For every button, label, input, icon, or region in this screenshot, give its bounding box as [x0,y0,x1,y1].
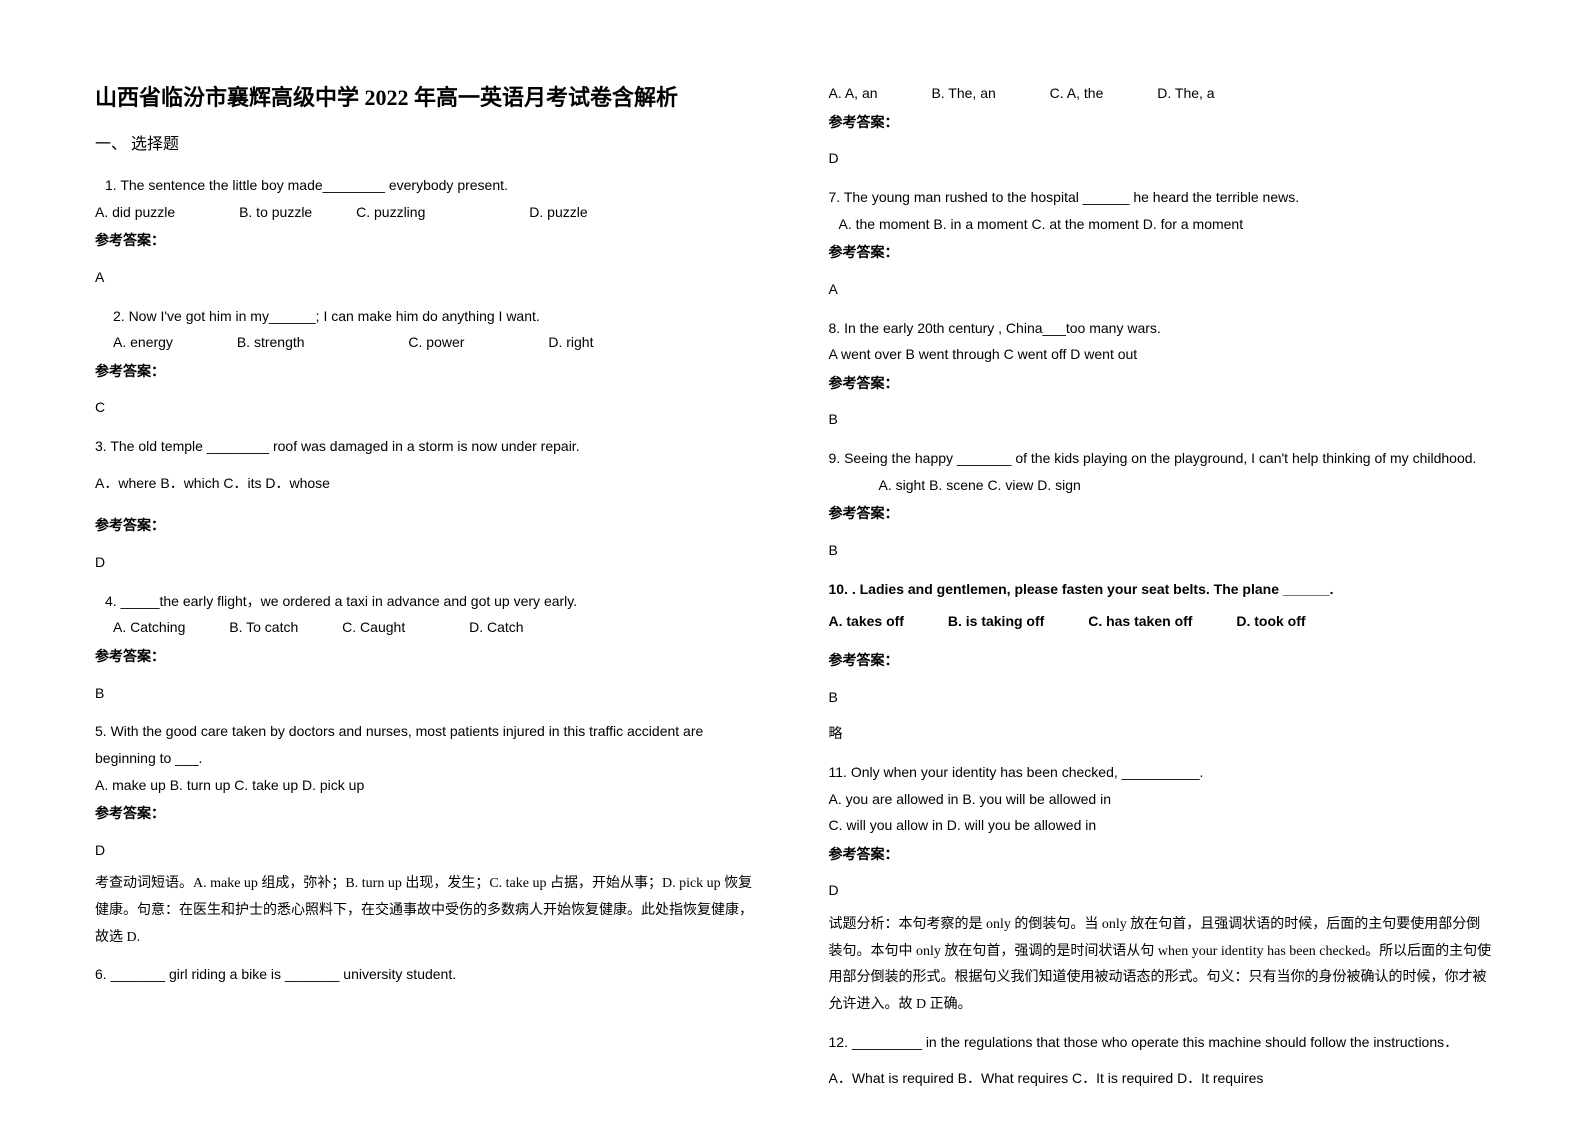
q8-options: A went over B went through C went off D … [829,341,1493,368]
q4-opt-c: C. Caught [342,614,405,641]
q1-opt-a: A. did puzzle [95,199,175,226]
q2-opt-d: D. right [548,329,593,356]
q3-answer-label: 参考答案： [95,514,759,541]
q10-note: 略 [829,718,1493,749]
q1-options: A. did puzzle B. to puzzle C. puzzling D… [95,199,759,226]
q6-text: 6. _______ girl riding a bike is _______… [95,961,759,988]
q11-line2: C. will you allow in D. will you be allo… [829,812,1493,839]
q12-text: 12. _________ in the regulations that th… [829,1029,1493,1056]
q1-text: 1. The sentence the little boy made_____… [95,172,759,199]
q2-opt-c: C. power [408,329,464,356]
q10-opt-d: D. took off [1236,608,1305,635]
q9-text: 9. Seeing the happy _______ of the kids … [829,445,1493,472]
q1-answer: A [95,262,759,293]
q6-answer: D [829,143,1493,174]
q6-opt-b: B. The, an [931,80,995,107]
q2-answer-label: 参考答案： [95,360,759,387]
q2-opt-b: B. strength [237,329,305,356]
question-9: 9. Seeing the happy _______ of the kids … [829,445,1493,566]
question-7: 7. The young man rushed to the hospital … [829,184,1493,305]
question-2: 2. Now I've got him in my______; I can m… [95,303,759,424]
question-1: 1. The sentence the little boy made_____… [95,172,759,293]
q6-options: A. A, an B. The, an C. A, the D. The, a [829,80,1493,107]
q1-answer-label: 参考答案： [95,229,759,256]
q6-opt-c: C. A, the [1050,80,1104,107]
q8-text: 8. In the early 20th century , China___t… [829,315,1493,342]
q4-text: 4. _____the early flight，we ordered a ta… [95,588,759,615]
q5-answer: D [95,835,759,866]
q8-answer-label: 参考答案： [829,372,1493,399]
q7-text: 7. The young man rushed to the hospital … [829,184,1493,211]
q4-answer-label: 参考答案： [95,645,759,672]
q5-answer-label: 参考答案： [95,802,759,829]
q11-text: 11. Only when your identity has been che… [829,759,1493,786]
question-6-cont: A. A, an B. The, an C. A, the D. The, a … [829,80,1493,174]
q10-opt-b: B. is taking off [948,608,1044,635]
q1-opt-d: D. puzzle [529,199,587,226]
question-4: 4. _____the early flight，we ordered a ta… [95,588,759,709]
q9-options: A. sight B. scene C. view D. sign [829,472,1493,499]
q2-opt-a: A. energy [113,329,173,356]
q10-answer-label: 参考答案： [829,649,1493,676]
q7-options: A. the moment B. in a moment C. at the m… [829,211,1493,238]
q10-text: 10. . Ladies and gentlemen, please faste… [829,576,1493,603]
question-5: 5. With the good care taken by doctors a… [95,718,759,951]
q10-options: A. takes off B. is taking off C. has tak… [829,608,1493,635]
q4-opt-d: D. Catch [469,614,523,641]
q7-answer-label: 参考答案： [829,241,1493,268]
question-10: 10. . Ladies and gentlemen, please faste… [829,576,1493,749]
q1-opt-b: B. to puzzle [239,199,312,226]
q5-options: A. make up B. turn up C. take up D. pick… [95,772,759,799]
q11-answer: D [829,875,1493,906]
q6-opt-d: D. The, a [1157,80,1214,107]
q1-opt-c: C. puzzling [356,199,425,226]
left-column: 山西省临汾市襄辉高级中学 2022 年高一英语月考试卷含解析 一、 选择题 1.… [95,80,759,1042]
question-6-partial: 6. _______ girl riding a bike is _______… [95,961,759,988]
q4-opt-b: B. To catch [229,614,298,641]
q12-options: A．What is required B．What requires C．It … [829,1065,1493,1092]
q4-options: A. Catching B. To catch C. Caught D. Cat… [95,614,759,641]
q10-answer: B [829,682,1493,713]
question-3: 3. The old temple ________ roof was dama… [95,433,759,578]
q4-answer: B [95,678,759,709]
q2-text: 2. Now I've got him in my______; I can m… [95,303,759,330]
q11-answer-label: 参考答案： [829,843,1493,870]
q5-explanation: 考查动词短语。A. make up 组成，弥补；B. turn up 出现，发生… [95,871,759,951]
q9-answer: B [829,535,1493,566]
section-header: 一、 选择题 [95,130,759,154]
q2-options: A. energy B. strength C. power D. right [95,329,759,356]
q9-answer-label: 参考答案： [829,502,1493,529]
q2-answer: C [95,392,759,423]
question-11: 11. Only when your identity has been che… [829,759,1493,1019]
q11-explanation: 试题分析：本句考察的是 only 的倒装句。当 only 放在句首，且强调状语的… [829,912,1493,1018]
q10-opt-a: A. takes off [829,608,904,635]
right-column: A. A, an B. The, an C. A, the D. The, a … [829,80,1493,1042]
q6-answer-label: 参考答案： [829,111,1493,138]
q4-opt-a: A. Catching [113,614,185,641]
question-8: 8. In the early 20th century , China___t… [829,315,1493,436]
q5-text: 5. With the good care taken by doctors a… [95,718,759,771]
q11-line1: A. you are allowed in B. you will be all… [829,786,1493,813]
q10-opt-c: C. has taken off [1088,608,1192,635]
doc-title: 山西省临汾市襄辉高级中学 2022 年高一英语月考试卷含解析 [95,80,759,112]
q3-options: A．where B．which C．its D．whose [95,470,759,497]
q3-text: 3. The old temple ________ roof was dama… [95,433,759,460]
q6-opt-a: A. A, an [829,80,878,107]
question-12: 12. _________ in the regulations that th… [829,1029,1493,1092]
q8-answer: B [829,404,1493,435]
q3-answer: D [95,547,759,578]
q7-answer: A [829,274,1493,305]
